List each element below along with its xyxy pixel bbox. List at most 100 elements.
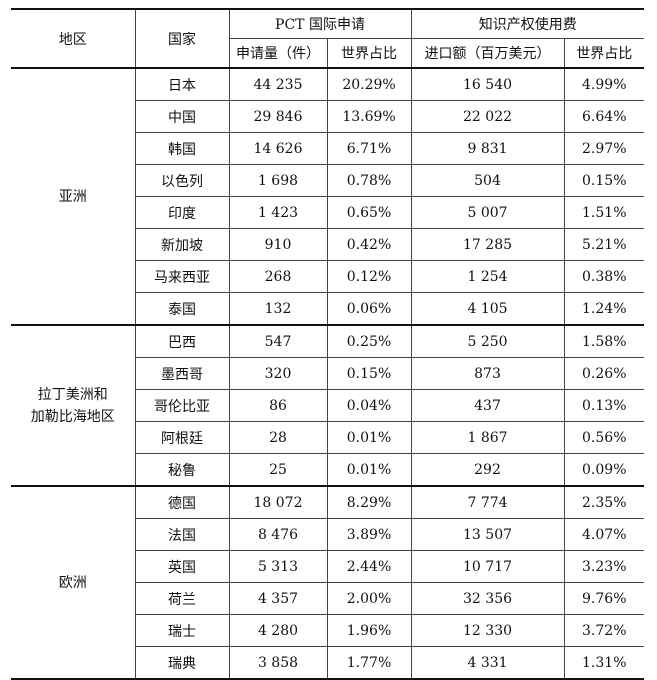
cell-ip-import: 12 330: [410, 614, 565, 647]
cell-ip-share: 4.07%: [563, 518, 645, 551]
table-row: 阿根廷 28 0.01% 1 867 0.56%: [11, 421, 645, 454]
header-pct-share: 世界占比: [326, 38, 412, 69]
cell-pct-share: 13.69%: [326, 100, 412, 133]
cell-ip-share: 3.72%: [563, 614, 645, 647]
cell-pct-share: 20.29%: [326, 67, 412, 101]
cell-pct-count: 8 476: [228, 518, 328, 551]
header-ip-group: 知识产权使用费: [410, 8, 645, 39]
cell-ip-share: 0.56%: [563, 421, 645, 454]
cell-ip-share: 9.76%: [563, 582, 645, 615]
cell-pct-share: 0.25%: [326, 324, 412, 358]
ip-statistics-table: 地区 国家 PCT 国际申请 知识产权使用费 申请量（件） 世界占比 进口额（百…: [11, 8, 645, 680]
cell-ip-import: 1 867: [410, 421, 565, 454]
cell-pct-count: 3 858: [228, 646, 328, 680]
cell-ip-share: 2.35%: [563, 485, 645, 519]
table-row: 拉丁美洲和 加勒比海地区 巴西 547 0.25% 5 250 1.58%: [11, 324, 645, 487]
cell-pct-count: 1 423: [228, 196, 328, 229]
cell-ip-share: 4.99%: [563, 67, 645, 101]
cell-ip-import: 4 105: [410, 292, 565, 326]
cell-country: 新加坡: [135, 228, 230, 261]
cell-ip-share: 0.13%: [563, 389, 645, 422]
region-cell: 欧洲: [11, 485, 136, 680]
cell-country: 中国: [135, 100, 230, 133]
cell-ip-share: 1.31%: [563, 646, 645, 680]
header-pct-count: 申请量（件）: [229, 38, 328, 69]
header-region: 地区: [11, 8, 136, 69]
cell-country: 秘鲁: [135, 453, 230, 487]
cell-country: 日本: [134, 67, 230, 101]
cell-pct-share: 0.04%: [326, 389, 412, 422]
cell-pct-count: 44 235: [228, 67, 328, 101]
table-header: 地区 国家 PCT 国际申请 知识产权使用费 申请量（件） 世界占比 进口额（百…: [11, 8, 645, 69]
table-row: 墨西哥 320 0.15% 873 0.26%: [11, 357, 645, 390]
cell-pct-share: 0.15%: [326, 357, 412, 390]
cell-country: 墨西哥: [135, 357, 230, 390]
cell-country: 法国: [135, 518, 230, 551]
table-row: 秘鲁 25 0.01% 292 0.09%: [11, 453, 645, 487]
cell-ip-import: 13 507: [410, 518, 565, 551]
cell-country: 印度: [135, 196, 230, 229]
cell-country: 韩国: [135, 132, 230, 165]
cell-ip-share: 1.58%: [563, 324, 645, 358]
cell-ip-import: 292: [410, 453, 565, 487]
cell-ip-import: 873: [410, 357, 565, 390]
cell-country: 德国: [134, 485, 230, 519]
cell-pct-share: 0.01%: [326, 421, 412, 454]
cell-pct-count: 28: [228, 421, 328, 454]
cell-pct-share: 0.65%: [326, 196, 412, 229]
table-row: 印度 1 423 0.65% 5 007 1.51%: [11, 196, 645, 229]
cell-country: 以色列: [135, 164, 230, 197]
cell-pct-share: 1.96%: [326, 614, 412, 647]
cell-pct-count: 25: [228, 453, 328, 487]
cell-pct-share: 2.00%: [326, 582, 412, 615]
table-row: 泰国 132 0.06% 4 105 1.24%: [11, 292, 645, 326]
cell-pct-count: 910: [228, 228, 328, 261]
cell-country: 荷兰: [135, 582, 230, 615]
cell-ip-import: 17 285: [410, 228, 565, 261]
region-label-line: 亚洲: [58, 188, 87, 205]
region-cell: 拉丁美洲和 加勒比海地区: [11, 324, 136, 487]
cell-ip-share: 1.51%: [563, 196, 645, 229]
cell-ip-import: 5 250: [410, 324, 565, 358]
cell-country: 泰国: [135, 292, 230, 326]
table-row: 马来西亚 268 0.12% 1 254 0.38%: [11, 260, 645, 293]
region-label-line: 加勒比海地区: [30, 408, 115, 425]
header-pct-group: PCT 国际申请: [228, 8, 412, 39]
cell-country: 马来西亚: [135, 260, 230, 293]
cell-ip-import: 504: [410, 164, 565, 197]
cell-pct-share: 2.44%: [326, 550, 412, 583]
cell-pct-share: 0.01%: [326, 453, 412, 487]
header-ip-share: 世界占比: [563, 38, 645, 69]
region-label-line: 欧洲: [58, 574, 87, 591]
cell-country: 阿根廷: [135, 421, 230, 454]
cell-ip-share: 0.26%: [563, 357, 645, 390]
cell-ip-share: 0.15%: [563, 164, 645, 197]
cell-country: 瑞典: [135, 646, 230, 680]
cell-country: 巴西: [134, 324, 230, 358]
cell-pct-share: 8.29%: [326, 485, 412, 519]
cell-ip-share: 0.09%: [563, 453, 645, 487]
cell-pct-count: 29 846: [228, 100, 328, 133]
table-row: 新加坡 910 0.42% 17 285 5.21%: [11, 228, 645, 261]
table-row: 亚洲 日本 44 235 20.29% 16 540 4.99%: [11, 67, 645, 326]
cell-pct-count: 1 698: [228, 164, 328, 197]
header-country: 国家: [134, 8, 230, 69]
cell-pct-share: 0.42%: [326, 228, 412, 261]
cell-country: 哥伦比亚: [135, 389, 230, 422]
cell-pct-count: 86: [228, 389, 328, 422]
table-row: 以色列 1 698 0.78% 504 0.15%: [11, 164, 645, 197]
cell-pct-count: 14 626: [228, 132, 328, 165]
cell-pct-share: 3.89%: [326, 518, 412, 551]
cell-pct-count: 18 072: [228, 485, 328, 519]
cell-pct-count: 547: [228, 324, 328, 358]
cell-pct-share: 0.06%: [326, 292, 412, 326]
table-row: 瑞士 4 280 1.96% 12 330 3.72%: [11, 614, 645, 647]
cell-ip-share: 0.38%: [563, 260, 645, 293]
cell-ip-import: 7 774: [410, 485, 565, 519]
cell-ip-share: 2.97%: [563, 132, 645, 165]
table-row: 荷兰 4 357 2.00% 32 356 9.76%: [11, 582, 645, 615]
cell-ip-share: 3.23%: [563, 550, 645, 583]
cell-country: 瑞士: [135, 614, 230, 647]
cell-ip-import: 5 007: [410, 196, 565, 229]
cell-pct-count: 320: [228, 357, 328, 390]
